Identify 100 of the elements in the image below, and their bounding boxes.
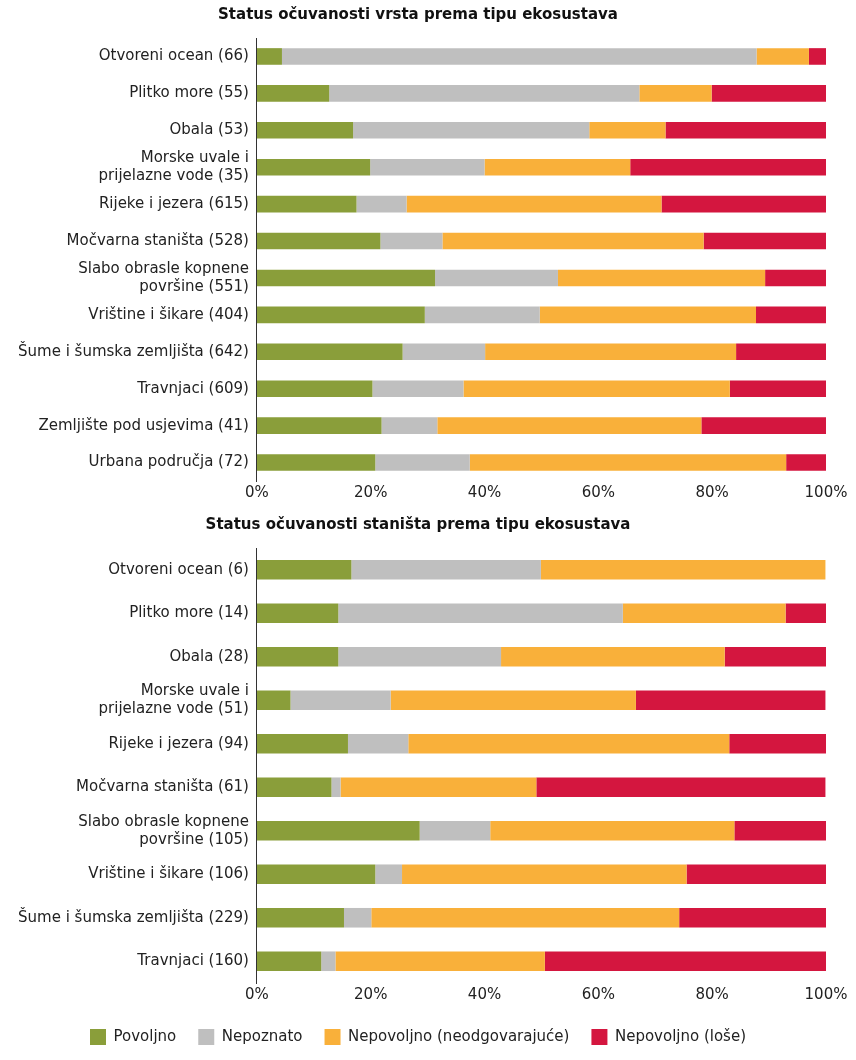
- bar: [329, 85, 640, 102]
- bar: [256, 559, 352, 580]
- bar: [463, 380, 730, 398]
- y-tick-label: Otvoreni ocean (6): [108, 559, 249, 578]
- bar: [484, 158, 631, 176]
- bar: [256, 733, 348, 754]
- bar: [635, 690, 826, 711]
- x-tick-label: 80%: [695, 984, 729, 1003]
- bar: [540, 559, 826, 580]
- bar: [406, 195, 662, 213]
- y-tick-label: Vrištine i šikare (106): [88, 864, 249, 883]
- bar: [536, 777, 826, 798]
- bar: [734, 820, 826, 841]
- y-tick-label: Šume i šumska zemljišta (229): [17, 906, 249, 926]
- bar: [437, 417, 702, 434]
- bar: [256, 269, 436, 287]
- bar: [703, 232, 826, 250]
- bar: [256, 306, 425, 324]
- bar: [724, 646, 826, 667]
- x-tick-label: 40%: [467, 984, 502, 1003]
- y-tick-label: Šume i šumska zemljišta (642): [17, 340, 249, 360]
- y-tick-label: Rijeke i jezera (94): [108, 733, 249, 752]
- bar: [256, 158, 371, 176]
- x-tick-label: 40%: [467, 482, 502, 501]
- bar: [381, 417, 438, 434]
- bar: [686, 864, 826, 885]
- bar: [256, 195, 357, 213]
- bar: [281, 48, 757, 65]
- bar: [256, 454, 376, 471]
- bar: [701, 417, 826, 434]
- bar: [371, 907, 680, 928]
- bar: [321, 951, 336, 972]
- y-tick-label: Zemljište pod usjevima (41): [38, 415, 249, 434]
- bar: [665, 121, 826, 139]
- bar: [729, 733, 826, 754]
- bar: [380, 232, 443, 250]
- y-tick-label: Rijeke i jezera (615): [98, 194, 249, 213]
- bar: [290, 690, 391, 711]
- bar: [661, 195, 826, 213]
- y-tick-label: Plitko more (14): [129, 603, 249, 622]
- y-tick-label: Urbana područja (72): [88, 452, 249, 471]
- x-tick-label: 0%: [245, 984, 269, 1003]
- bar: [256, 646, 339, 667]
- bar: [711, 85, 826, 102]
- legend-label: Nepovoljno (loše): [614, 1026, 747, 1045]
- x-tick-label: 0%: [245, 482, 269, 501]
- bar: [544, 951, 826, 972]
- bar: [256, 417, 382, 434]
- y-tick-label: Vrištine i šikare (404): [88, 304, 249, 323]
- bar: [256, 380, 373, 398]
- bar: [639, 85, 712, 102]
- bar: [256, 690, 291, 711]
- bar: [256, 343, 403, 361]
- bar: [353, 121, 590, 139]
- bar: [343, 907, 372, 928]
- bar: [408, 733, 730, 754]
- bar: [435, 269, 558, 287]
- bar: [256, 48, 282, 65]
- bar: [402, 864, 687, 885]
- legend-label: Nepovoljno (neodgovarajuće): [348, 1026, 570, 1045]
- legend-label: Povoljno: [113, 1026, 177, 1045]
- legend-label: Nepoznato: [221, 1026, 303, 1045]
- x-tick-label: 20%: [354, 482, 388, 501]
- y-tick-label: Travnjaci (609): [136, 378, 249, 397]
- x-tick-label: 60%: [581, 984, 616, 1003]
- bar: [338, 603, 623, 624]
- bar: [370, 158, 485, 176]
- bar: [256, 907, 344, 928]
- bar: [256, 603, 339, 624]
- bar: [490, 820, 735, 841]
- chart-title: Status očuvanosti staništa prema tipu ekosustava: [205, 514, 631, 533]
- y-tick-label: Močvarna staništa (61): [76, 777, 249, 796]
- bar: [485, 343, 737, 361]
- bar: [256, 951, 322, 972]
- bar: [501, 646, 725, 667]
- bar: [786, 454, 826, 471]
- x-tick-label: 20%: [354, 984, 388, 1003]
- x-tick-label: 100%: [804, 482, 848, 501]
- bar: [351, 559, 541, 580]
- y-tick-label: Slabo obrasle kopnene površine (105): [78, 811, 249, 848]
- bar: [390, 690, 636, 711]
- chart-title: Status očuvanosti vrsta prema tipu ekosustava: [218, 4, 618, 23]
- bar: [736, 343, 826, 361]
- bar: [256, 85, 330, 102]
- bar: [347, 733, 409, 754]
- bar: [402, 343, 486, 361]
- bar: [630, 158, 826, 176]
- bar: [256, 820, 420, 841]
- bar: [375, 454, 470, 471]
- bar: [469, 454, 787, 471]
- bar: [335, 951, 545, 972]
- bar: [589, 121, 666, 139]
- x-tick-label: 80%: [695, 482, 729, 501]
- bar: [356, 195, 407, 213]
- bar: [372, 380, 464, 398]
- y-tick-label: Slabo obrasle kopnene površine (551): [78, 258, 249, 295]
- bar: [375, 864, 403, 885]
- bar: [622, 603, 786, 624]
- bar: [256, 777, 332, 798]
- bar: [256, 232, 381, 250]
